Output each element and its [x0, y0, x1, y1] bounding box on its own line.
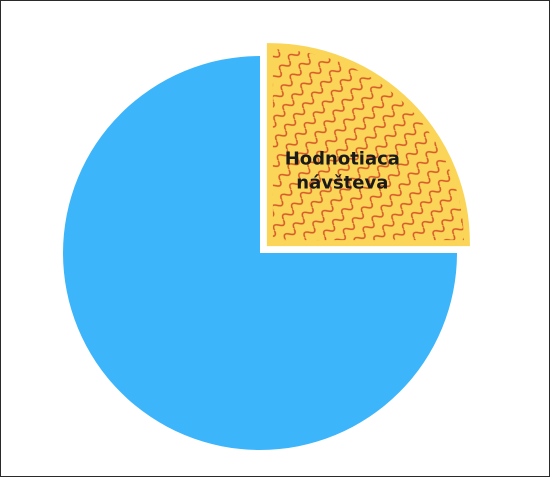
slice-label: Hodnotiaca návšteva	[285, 149, 400, 194]
pie-slice-outline	[266, 43, 470, 247]
pie-slice-hatch	[269, 46, 467, 244]
pie-labels: Hodnotiaca návšteva	[285, 149, 400, 194]
pie-slice-main	[63, 56, 457, 450]
pie-slices	[63, 43, 470, 450]
